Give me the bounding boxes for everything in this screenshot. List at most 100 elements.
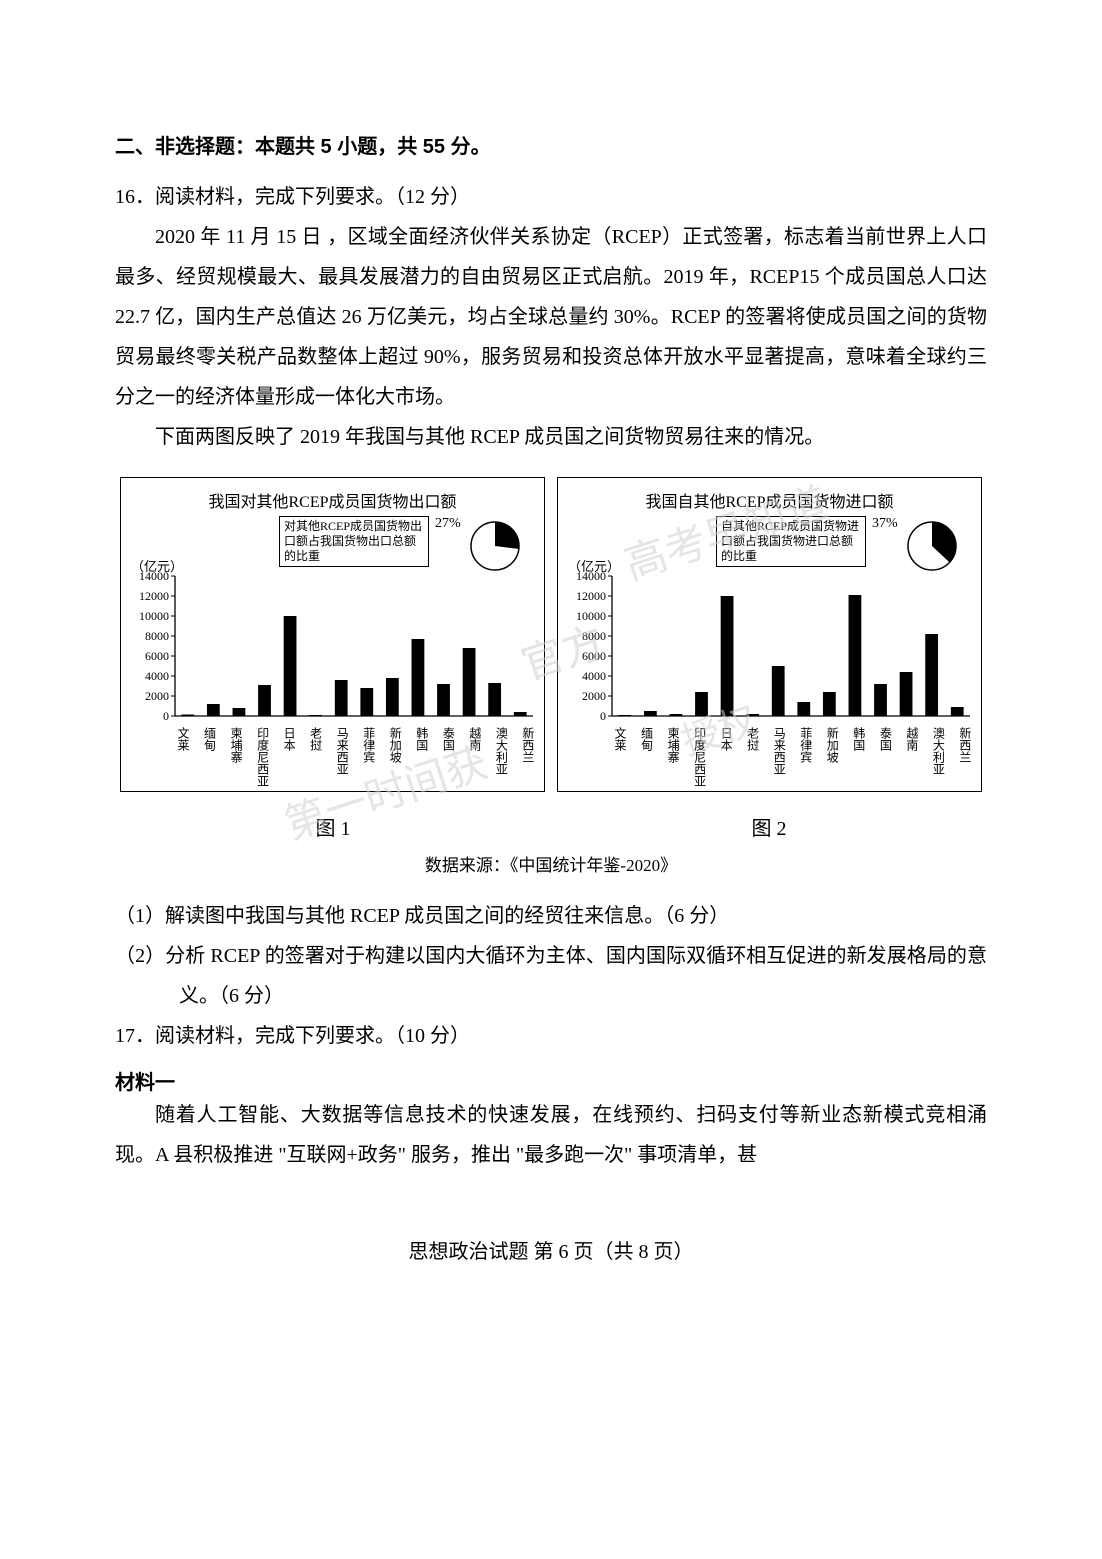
bar <box>670 714 683 716</box>
svg-text:10000: 10000 <box>576 609 606 623</box>
category-label: 日本 <box>281 727 295 787</box>
category-label: 泰国 <box>877 727 891 787</box>
category-label: 印度尼西亚 <box>692 727 706 787</box>
category-label: 韩国 <box>414 727 428 787</box>
bar-chart: 02000400060008000100001200014000 <box>566 572 974 722</box>
bar-chart: 02000400060008000100001200014000 <box>129 572 537 722</box>
category-label: 新加坡 <box>387 727 401 787</box>
bar <box>849 595 862 716</box>
category-label: 新西兰 <box>957 727 971 787</box>
category-label: 文莱 <box>175 727 189 787</box>
y-axis-unit: （亿元） <box>131 556 183 575</box>
bar <box>514 712 527 716</box>
bar <box>258 685 271 716</box>
svg-text:2000: 2000 <box>582 689 606 703</box>
bar <box>644 711 657 716</box>
svg-text:6000: 6000 <box>145 649 169 663</box>
fig1-label: 图 1 <box>115 812 551 841</box>
category-label: 柬埔寨 <box>665 727 679 787</box>
bar <box>284 616 297 716</box>
bar <box>695 692 708 716</box>
category-labels: 文莱缅甸柬埔寨印度尼西亚日本老挝马来西亚菲律宾新加坡韩国泰国越南澳大利亚新西兰 <box>566 727 973 787</box>
page-footer: 思想政治试题 第 6 页（共 8 页） <box>115 1235 987 1264</box>
bar <box>823 692 836 716</box>
category-label: 文莱 <box>612 727 626 787</box>
category-label: 泰国 <box>440 727 454 787</box>
svg-text:12000: 12000 <box>576 589 606 603</box>
svg-text:4000: 4000 <box>145 669 169 683</box>
pie-percent-label: 37% <box>872 516 898 532</box>
category-label: 日本 <box>718 727 732 787</box>
category-label: 韩国 <box>851 727 865 787</box>
category-label: 印度尼西亚 <box>255 727 269 787</box>
category-label: 菲律宾 <box>798 727 812 787</box>
svg-text:8000: 8000 <box>582 629 606 643</box>
q16-sub1: （1）解读图中我国与其他 RCEP 成员国之间的经贸往来信息。（6 分） <box>115 896 987 936</box>
svg-text:0: 0 <box>163 709 169 722</box>
chart-legend: 对其他RCEP成员国货物出口额占我国货物出口总额的比重 <box>279 516 429 567</box>
bar <box>386 678 399 716</box>
bar <box>463 648 476 716</box>
category-label: 澳大利亚 <box>493 727 507 787</box>
y-axis-unit: （亿元） <box>568 556 620 575</box>
chart-title: 我国对其他RCEP成员国货物出口额 <box>129 488 536 512</box>
category-label: 柬埔寨 <box>228 727 242 787</box>
svg-text:0: 0 <box>600 709 606 722</box>
category-label: 新西兰 <box>520 727 534 787</box>
bar <box>207 704 220 716</box>
bar <box>900 672 913 716</box>
bar <box>488 683 501 716</box>
chart2-box: 我国自其他RCEP成员国货物进口额自其他RCEP成员国货物进口额占我国货物进口总… <box>557 477 982 792</box>
bar <box>412 639 425 716</box>
category-label: 马来西亚 <box>334 727 348 787</box>
q17-para1: 随着人工智能、大数据等信息技术的快速发展，在线预约、扫码支付等新业态新模式竞相涌… <box>115 1095 987 1175</box>
bar <box>618 715 631 716</box>
charts-container: 我国对其他RCEP成员国货物出口额对其他RCEP成员国货物出口额占我国货物出口总… <box>115 477 987 792</box>
chart-legend: 自其他RCEP成员国货物进口额占我国货物进口总额的比重 <box>716 516 866 567</box>
svg-text:8000: 8000 <box>145 629 169 643</box>
bar <box>746 714 759 716</box>
category-label: 澳大利亚 <box>930 727 944 787</box>
fig2-label: 图 2 <box>551 812 987 841</box>
bar <box>437 684 450 716</box>
bar <box>309 715 322 716</box>
category-labels: 文莱缅甸柬埔寨印度尼西亚日本老挝马来西亚菲律宾新加坡韩国泰国越南澳大利亚新西兰 <box>129 727 536 787</box>
svg-text:6000: 6000 <box>582 649 606 663</box>
pie-percent-label: 27% <box>435 516 461 532</box>
bar <box>721 596 734 716</box>
category-label: 老挝 <box>745 727 759 787</box>
category-label: 越南 <box>904 727 918 787</box>
category-label: 菲律宾 <box>361 727 375 787</box>
bar <box>335 680 348 716</box>
category-label: 新加坡 <box>824 727 838 787</box>
q16-sub2: （2）分析 RCEP 的签署对于构建以国内大循环为主体、国内国际双循环相互促进的… <box>115 936 987 1016</box>
category-label: 老挝 <box>308 727 322 787</box>
pie-icon <box>906 520 958 572</box>
bar <box>797 702 810 716</box>
svg-text:10000: 10000 <box>139 609 169 623</box>
section-header: 二、非选择题：本题共 5 小题，共 55 分。 <box>115 130 987 159</box>
q17-number-line: 17．阅读材料，完成下列要求。（10 分） <box>115 1016 987 1056</box>
q16-para1: 2020 年 11 月 15 日 ，区域全面经济伙伴关系协定（RCEP）正式签署… <box>115 217 987 417</box>
q17-material-label: 材料一 <box>115 1066 987 1095</box>
svg-text:4000: 4000 <box>582 669 606 683</box>
figure-labels-row: 图 1 图 2 <box>115 812 987 841</box>
svg-text:12000: 12000 <box>139 589 169 603</box>
bar <box>181 715 194 717</box>
category-label: 越南 <box>467 727 481 787</box>
bar <box>925 634 938 716</box>
category-label: 缅甸 <box>202 727 216 787</box>
chart1-box: 我国对其他RCEP成员国货物出口额对其他RCEP成员国货物出口额占我国货物出口总… <box>120 477 545 792</box>
pie-icon <box>469 520 521 572</box>
bar <box>233 708 246 716</box>
q16-number-line: 16．阅读材料，完成下列要求。（12 分） <box>115 177 987 217</box>
bar <box>772 666 785 716</box>
svg-text:2000: 2000 <box>145 689 169 703</box>
data-source: 数据来源：《中国统计年鉴-2020》 <box>115 851 987 876</box>
chart-title: 我国自其他RCEP成员国货物进口额 <box>566 488 973 512</box>
bar <box>360 688 373 716</box>
bar <box>874 684 887 716</box>
q16-para2: 下面两图反映了 2019 年我国与其他 RCEP 成员国之间货物贸易往来的情况。 <box>115 417 987 457</box>
category-label: 马来西亚 <box>771 727 785 787</box>
bar <box>951 707 964 716</box>
